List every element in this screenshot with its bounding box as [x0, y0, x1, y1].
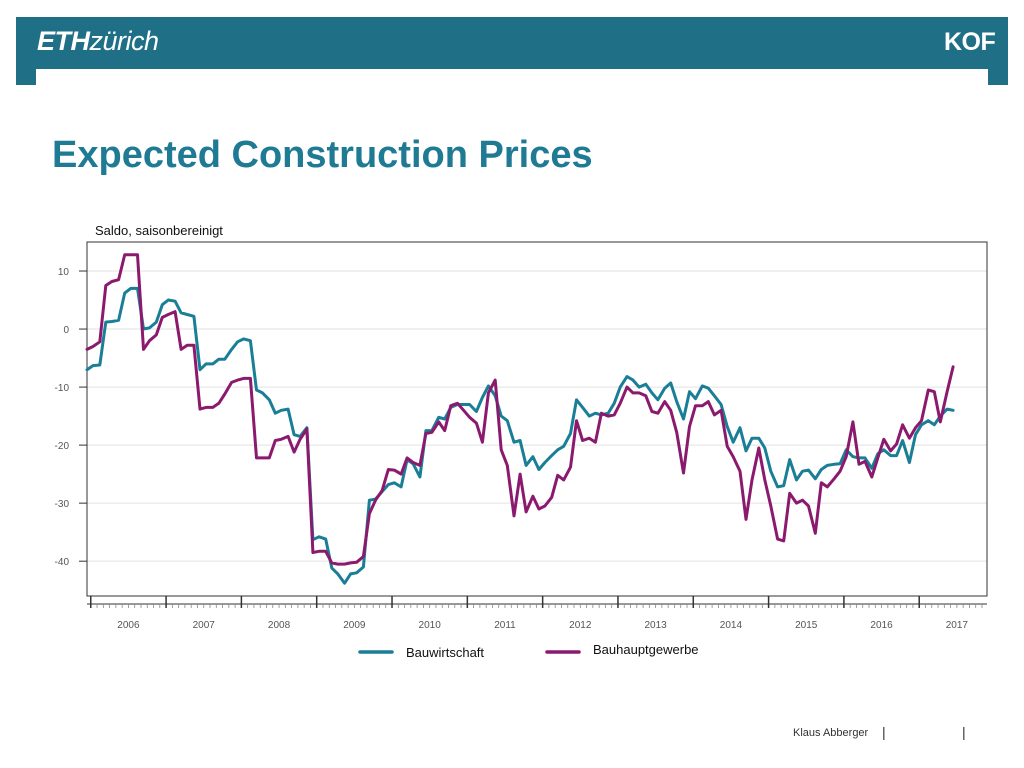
footer-separator-right: |	[962, 724, 966, 740]
x-tick-label: 2013	[644, 620, 667, 631]
y-tick-label: 0	[63, 325, 69, 336]
eth-logo-light-text: zürich	[89, 26, 160, 56]
y-tick-label: -20	[55, 441, 70, 452]
y-tick-label: -40	[55, 557, 70, 568]
y-tick-label: -30	[55, 499, 70, 510]
x-tick-label: 2016	[870, 620, 893, 631]
legend-label-bauwirtschaft: Bauwirtschaft	[406, 645, 484, 660]
header-right-accent	[988, 69, 1008, 85]
kof-logo: KOF	[944, 28, 996, 56]
x-tick-label: 2008	[268, 620, 291, 631]
legend-label-bauhauptgewerbe: Bauhauptgewerbe	[593, 642, 699, 657]
grid-lines	[87, 270, 987, 562]
x-tick-label: 2015	[795, 620, 818, 631]
y-axis-label: Saldo, saisonbereinigt	[95, 223, 223, 238]
footer-separator-left: |	[882, 724, 886, 740]
header-left-accent	[16, 69, 36, 85]
x-tick-label: 2009	[343, 620, 366, 631]
series-line-bauwirtschaft	[85, 286, 955, 585]
plot-frame	[86, 241, 988, 597]
footer-author: Klaus Abberger	[793, 727, 869, 739]
x-tick-label: 2012	[569, 620, 592, 631]
legend: Bauwirtschaft Bauhauptgewerbe	[358, 642, 699, 660]
eth-logo-bold-text: ETH	[37, 26, 90, 56]
x-tick-label: 2010	[419, 620, 442, 631]
x-tick-label: 2014	[720, 620, 743, 631]
page-title: Expected Construction Prices	[52, 134, 593, 176]
x-tick-label: 2006	[117, 620, 140, 631]
series-lines	[85, 253, 955, 585]
axes: 10 0 -10 -20 -30 -40 2006 2007 2008 2009 2010 2011 2…	[55, 267, 987, 631]
x-tick-label: 2011	[494, 620, 516, 631]
eth-zurich-logo: ETHzürich	[37, 26, 159, 57]
y-tick-label: -10	[55, 383, 70, 394]
series-line-bauhauptgewerbe	[85, 253, 955, 566]
x-tick-label: 2007	[193, 620, 216, 631]
header-bar	[16, 17, 1008, 69]
y-tick-label: 10	[58, 267, 70, 278]
x-tick-label: 2017	[946, 620, 969, 631]
